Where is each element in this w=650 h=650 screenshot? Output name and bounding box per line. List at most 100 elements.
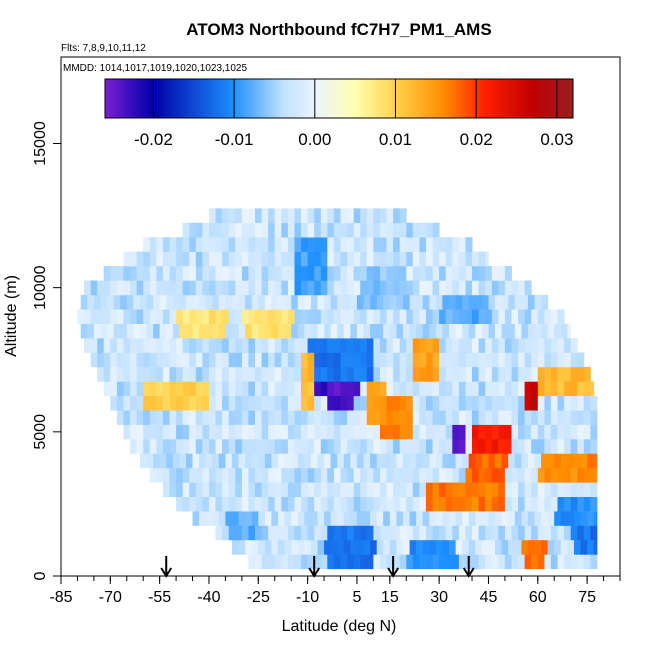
heatmap-cell	[406, 381, 414, 397]
heatmap-cell	[426, 525, 433, 541]
heatmap-cell	[360, 338, 368, 353]
heatmap-cell	[232, 294, 239, 310]
heatmap-cell	[156, 237, 164, 252]
heatmap-cell	[399, 222, 407, 238]
heatmap-cell	[531, 410, 539, 425]
heatmap-cell	[353, 395, 361, 411]
heatmap-cell	[287, 280, 295, 296]
heatmap-cell	[317, 323, 325, 339]
heatmap-cell	[156, 367, 164, 382]
heatmap-cell	[281, 554, 289, 570]
heatmap-cell	[209, 338, 216, 353]
heatmap-cell	[544, 367, 552, 382]
heatmap-cell	[333, 395, 341, 411]
heatmap-cell	[593, 511, 598, 526]
heatmap-cell	[182, 338, 190, 353]
heatmap-cell	[301, 525, 308, 541]
heatmap-cell	[159, 323, 167, 339]
heatmap-cell	[383, 540, 391, 555]
heatmap-cell	[485, 410, 493, 425]
heatmap-cell	[360, 439, 368, 454]
heatmap-cell	[455, 540, 463, 555]
heatmap-cell	[235, 251, 243, 267]
heatmap-cell	[366, 280, 374, 296]
heatmap-cell	[248, 482, 256, 497]
heatmap-cell	[301, 482, 308, 497]
heatmap-cell	[419, 338, 427, 353]
heatmap-cell	[176, 367, 184, 382]
heatmap-cell	[103, 381, 111, 397]
heatmap-cell	[491, 280, 499, 296]
heatmap-cell	[116, 381, 124, 397]
heatmap-cell	[353, 352, 361, 368]
heatmap-cell	[202, 482, 210, 497]
heatmap-cell	[222, 410, 230, 425]
heatmap-cell	[320, 525, 328, 541]
heatmap-cell	[416, 511, 424, 526]
heatmap-cell	[541, 323, 549, 339]
heatmap-cell	[248, 381, 256, 397]
heatmap-cell	[518, 367, 526, 382]
heatmap-cell	[255, 467, 262, 483]
heatmap-cell	[485, 280, 493, 296]
heatmap-cell	[583, 410, 591, 425]
heatmap-cell	[314, 410, 322, 425]
heatmap-cell	[281, 338, 289, 353]
heatmap-cell	[386, 554, 394, 570]
heatmap-cell	[235, 338, 243, 353]
heatmap-cell	[458, 309, 466, 324]
heatmap-cell	[195, 352, 203, 368]
heatmap-cell	[241, 208, 249, 224]
heatmap-cell	[176, 410, 184, 425]
heatmap-cell	[297, 294, 305, 310]
heatmap-cell	[337, 540, 345, 555]
heatmap-cell	[235, 237, 243, 252]
heatmap-cell	[195, 410, 203, 425]
heatmap-cell	[380, 395, 387, 411]
heatmap-cell	[340, 482, 348, 497]
heatmap-cell	[419, 222, 427, 238]
heatmap-cell	[481, 511, 489, 526]
heatmap-cell	[531, 424, 539, 440]
heatmap-cell	[324, 323, 332, 339]
heatmap-cell	[130, 381, 138, 397]
heatmap-cell	[245, 453, 253, 469]
heatmap-cell	[274, 525, 282, 541]
heatmap-cell	[353, 467, 361, 483]
y-axis-tick-label: 15000	[32, 121, 49, 166]
heatmap-cell	[485, 554, 493, 570]
heatmap-cell	[426, 251, 433, 267]
heatmap-cell	[136, 251, 144, 267]
heatmap-cell	[560, 511, 568, 526]
heatmap-cell	[294, 338, 302, 353]
heatmap-cell	[386, 424, 394, 440]
heatmap-cell	[327, 410, 335, 425]
heatmap-cell	[498, 309, 506, 324]
heatmap-cell	[380, 424, 387, 440]
heatmap-cell	[439, 467, 447, 483]
heatmap-cell	[317, 453, 325, 469]
heatmap-cell	[458, 367, 466, 382]
heatmap-cell	[426, 496, 433, 512]
heatmap-cell	[534, 540, 542, 555]
heatmap-cell	[527, 511, 535, 526]
heatmap-cell	[274, 424, 282, 440]
heatmap-cell	[524, 525, 532, 541]
heatmap-cell	[258, 323, 266, 339]
heatmap-cell	[393, 410, 401, 425]
heatmap-cell	[327, 424, 335, 440]
heatmap-cell	[419, 381, 427, 397]
heatmap-cell	[412, 309, 420, 324]
heatmap-cell	[123, 251, 131, 267]
heatmap-cell	[235, 439, 243, 454]
heatmap-cell	[324, 453, 332, 469]
heatmap-cell	[426, 424, 433, 440]
heatmap-cell	[491, 467, 499, 483]
heatmap-cell	[301, 222, 308, 238]
heatmap-cell	[347, 237, 355, 252]
heatmap-cell	[577, 381, 585, 397]
heatmap-cell	[189, 410, 197, 425]
heatmap-cell	[307, 309, 315, 324]
heatmap-cell	[162, 309, 170, 324]
heatmap-cell	[366, 424, 374, 440]
